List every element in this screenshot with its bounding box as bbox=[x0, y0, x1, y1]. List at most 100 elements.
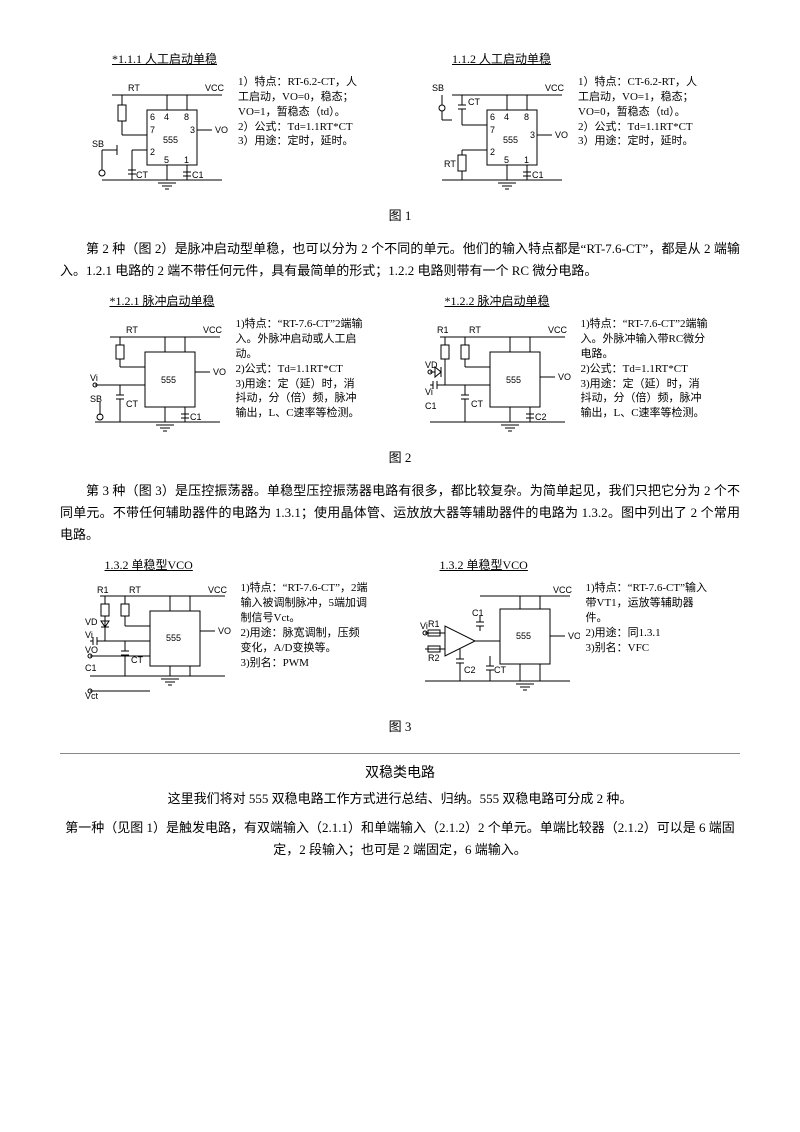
svg-text:7: 7 bbox=[150, 125, 155, 135]
svg-text:2: 2 bbox=[490, 147, 495, 157]
svg-text:Vi: Vi bbox=[85, 630, 93, 640]
fig2-left-notes: 1)特点：“RT-7.6-CT”2端输入。外脉冲启动或人工启动。 2)公式：Td… bbox=[236, 317, 366, 421]
fig3-right-title: 1.3.2 单稳型VCO bbox=[440, 556, 528, 573]
svg-text:VO: VO bbox=[215, 125, 228, 135]
svg-text:VCC: VCC bbox=[553, 585, 573, 595]
svg-text:VO: VO bbox=[558, 372, 571, 382]
svg-text:555: 555 bbox=[166, 633, 181, 643]
svg-text:RT: RT bbox=[129, 585, 141, 595]
svg-text:6: 6 bbox=[150, 112, 155, 122]
svg-text:Vi: Vi bbox=[425, 387, 433, 397]
svg-text:VD: VD bbox=[85, 617, 98, 627]
svg-text:C2: C2 bbox=[464, 665, 476, 675]
svg-text:CT: CT bbox=[126, 399, 138, 409]
svg-text:VCC: VCC bbox=[545, 83, 565, 93]
svg-text:SB: SB bbox=[90, 394, 102, 404]
fig1-caption: 图 1 bbox=[60, 205, 740, 224]
svg-text:C1: C1 bbox=[190, 412, 202, 422]
svg-text:Vct: Vct bbox=[85, 691, 99, 701]
svg-text:6: 6 bbox=[490, 112, 495, 122]
svg-text:R1: R1 bbox=[437, 325, 449, 335]
paragraph-3: 这里我们将对 555 双稳电路工作方式进行总结、归纳。555 双稳电路可分成 2… bbox=[60, 788, 740, 810]
fig1-left-notes: 1）特点：RT-6.2-CT，人工启动，VO=0，稳态； VO=1，暂稳态（td… bbox=[238, 75, 368, 149]
svg-text:2: 2 bbox=[150, 147, 155, 157]
svg-text:CT: CT bbox=[136, 170, 148, 180]
svg-text:R2: R2 bbox=[428, 653, 440, 663]
svg-text:SB: SB bbox=[432, 83, 444, 93]
svg-text:CT: CT bbox=[471, 399, 483, 409]
svg-text:5: 5 bbox=[164, 155, 169, 165]
fig2-left: *1.2.1 脉冲启动单稳 bbox=[90, 292, 366, 437]
svg-text:RT: RT bbox=[444, 159, 456, 169]
svg-text:7: 7 bbox=[490, 125, 495, 135]
fig2-right-schematic: R1 RT VCC 555 VO VD Vi C1 CT C2 bbox=[425, 317, 575, 437]
svg-text:RT: RT bbox=[469, 325, 481, 335]
fig1-right-schematic: SB CT VCC 555 6 4 8 7 3 2 5 1 VO RT bbox=[432, 75, 572, 195]
svg-text:1: 1 bbox=[184, 155, 189, 165]
fig1-right: 1.1.2 人工启动单稳 bbox=[432, 50, 708, 195]
svg-text:CT: CT bbox=[131, 655, 143, 665]
svg-text:R1: R1 bbox=[97, 585, 109, 595]
svg-text:C2: C2 bbox=[535, 412, 547, 422]
section2-title: 双稳类电路 bbox=[60, 762, 740, 782]
svg-text:3: 3 bbox=[190, 125, 195, 135]
svg-text:555: 555 bbox=[516, 631, 531, 641]
svg-text:5: 5 bbox=[504, 155, 509, 165]
fig1-left: *1.1.1 人工启动单稳 bbox=[92, 50, 368, 195]
svg-text:C1: C1 bbox=[192, 170, 204, 180]
paragraph-4: 第一种（见图 1）是触发电路，有双端输入（2.1.1）和单端输入（2.1.2）2… bbox=[60, 817, 740, 861]
svg-text:Vi: Vi bbox=[420, 621, 428, 631]
paragraph-2: 第 3 种（图 3）是压控振荡器。单稳型压控振荡器电路有很多，都比较复杂。为简单… bbox=[60, 480, 740, 546]
svg-text:VCC: VCC bbox=[203, 325, 223, 335]
fig1-left-schematic: RT VCC 555 6 4 8 7 3 2 5 1 VO SB CT bbox=[92, 75, 232, 195]
paragraph-1: 第 2 种（图 2）是脉冲启动型单稳，也可以分为 2 个不同的单元。他们的输入特… bbox=[60, 238, 740, 282]
svg-text:Vi: Vi bbox=[90, 373, 98, 383]
figure-3-row: 1.3.2 单稳型VCO bbox=[60, 556, 740, 706]
fig3-left: 1.3.2 单稳型VCO bbox=[85, 556, 371, 706]
svg-text:CT: CT bbox=[468, 97, 480, 107]
svg-text:3: 3 bbox=[530, 130, 535, 140]
figure-2-row: *1.2.1 脉冲启动单稳 bbox=[60, 292, 740, 437]
svg-text:VD: VD bbox=[425, 360, 438, 370]
fig2-right-notes: 1)特点：“RT-7.6-CT”2端输入。外脉冲输入带RC微分电路。 2)公式：… bbox=[581, 317, 711, 421]
fig1-right-title: 1.1.2 人工启动单稳 bbox=[452, 50, 551, 67]
fig3-caption: 图 3 bbox=[60, 716, 740, 735]
fig2-left-schematic: RT VCC 555 VO Vi SB CT C1 bbox=[90, 317, 230, 437]
fig2-right: *1.2.2 脉冲启动单稳 bbox=[425, 292, 711, 437]
svg-text:4: 4 bbox=[504, 112, 509, 122]
svg-text:C1: C1 bbox=[472, 608, 484, 618]
fig3-left-title: 1.3.2 单稳型VCO bbox=[105, 556, 193, 573]
figure-1-row: *1.1.1 人工启动单稳 bbox=[60, 50, 740, 195]
svg-text:VO: VO bbox=[555, 130, 568, 140]
svg-text:C1: C1 bbox=[85, 663, 97, 673]
svg-text:555: 555 bbox=[503, 135, 518, 145]
svg-text:1: 1 bbox=[524, 155, 529, 165]
fig3-right: 1.3.2 单稳型VCO bbox=[420, 556, 716, 706]
svg-text:C1: C1 bbox=[425, 401, 437, 411]
svg-text:8: 8 bbox=[524, 112, 529, 122]
svg-text:VCC: VCC bbox=[208, 585, 228, 595]
fig2-right-title: *1.2.2 脉冲启动单稳 bbox=[445, 292, 550, 309]
svg-text:VO: VO bbox=[85, 645, 98, 655]
fig2-left-title: *1.2.1 脉冲启动单稳 bbox=[110, 292, 215, 309]
svg-text:VO: VO bbox=[218, 626, 231, 636]
fig1-right-notes: 1）特点：CT-6.2-RT，人工启动，VO=1，稳态； VO=0，暂稳态（td… bbox=[578, 75, 708, 149]
svg-text:555: 555 bbox=[163, 135, 178, 145]
svg-text:RT: RT bbox=[126, 325, 138, 335]
svg-text:VCC: VCC bbox=[205, 83, 225, 93]
svg-text:R1: R1 bbox=[428, 619, 440, 629]
fig1-left-title: *1.1.1 人工启动单稳 bbox=[112, 50, 217, 67]
fig3-left-schematic: R1 RT VCC 555 VO VD Vi VO C1 CT Vct bbox=[85, 581, 235, 706]
svg-text:CT: CT bbox=[494, 665, 506, 675]
fig3-right-notes: 1)特点：“RT-7.6-CT”输入带VT1，运放等辅助器件。 2)用途：同1.… bbox=[586, 581, 716, 655]
svg-text:VO: VO bbox=[213, 367, 226, 377]
svg-text:SB: SB bbox=[92, 139, 104, 149]
svg-text:VCC: VCC bbox=[548, 325, 568, 335]
fig2-caption: 图 2 bbox=[60, 447, 740, 466]
svg-text:VO: VO bbox=[568, 631, 580, 641]
svg-text:8: 8 bbox=[184, 112, 189, 122]
svg-text:C1: C1 bbox=[532, 170, 544, 180]
svg-text:RT: RT bbox=[128, 83, 140, 93]
svg-text:4: 4 bbox=[164, 112, 169, 122]
divider bbox=[60, 753, 740, 754]
